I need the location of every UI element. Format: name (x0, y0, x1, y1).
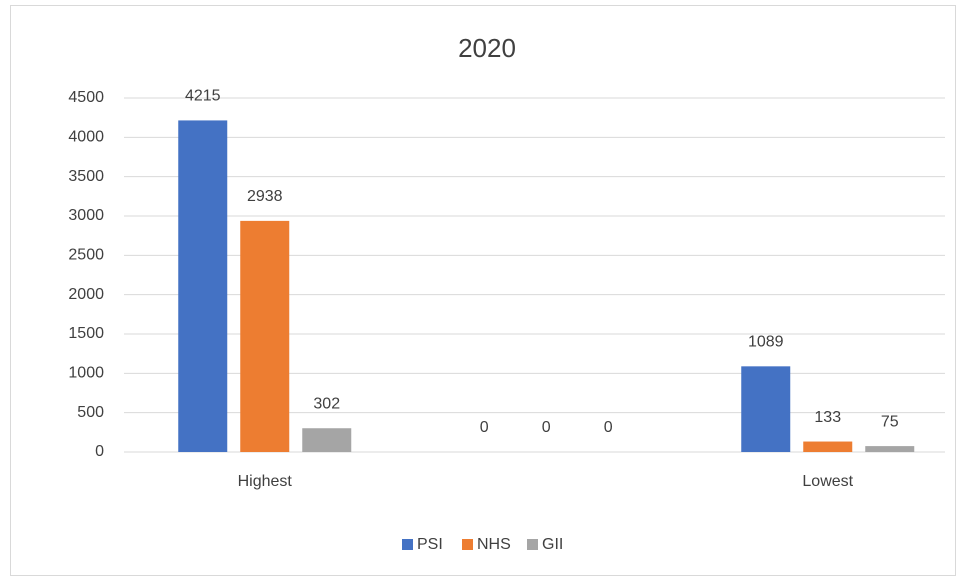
y-tick-label: 1000 (68, 365, 104, 382)
y-tick-label: 3000 (68, 207, 104, 224)
y-tick-label: 2000 (68, 286, 104, 303)
bar (803, 441, 853, 452)
data-label: 2938 (247, 188, 283, 205)
data-label: 0 (604, 419, 613, 436)
y-tick-label: 3500 (68, 168, 104, 185)
data-label: 0 (480, 419, 489, 436)
y-tick-label: 500 (77, 404, 104, 421)
legend-label: PSI (417, 536, 443, 553)
data-label: 302 (313, 395, 340, 412)
x-tick-label: Lowest (802, 473, 853, 490)
bar (741, 366, 791, 452)
data-label: 4215 (185, 88, 221, 105)
y-tick-label: 0 (95, 443, 104, 460)
legend-swatch (462, 539, 473, 550)
x-tick-label: Highest (238, 473, 293, 490)
data-label: 0 (542, 419, 551, 436)
y-tick-label: 4500 (68, 89, 104, 106)
chart-border (10, 5, 956, 576)
bar (865, 446, 915, 452)
y-tick-label: 2500 (68, 247, 104, 264)
legend-label: GII (542, 536, 563, 553)
bar (240, 220, 290, 452)
legend-swatch (402, 539, 413, 550)
y-tick-label: 1500 (68, 325, 104, 342)
chart-title: 2020 (458, 33, 516, 63)
data-label: 1089 (748, 334, 784, 351)
legend-swatch (527, 539, 538, 550)
legend-label: NHS (477, 536, 511, 553)
y-tick-label: 4000 (68, 129, 104, 146)
data-label: 75 (881, 413, 899, 430)
data-label: 133 (814, 409, 841, 426)
bar (178, 120, 228, 453)
bar (302, 428, 352, 452)
